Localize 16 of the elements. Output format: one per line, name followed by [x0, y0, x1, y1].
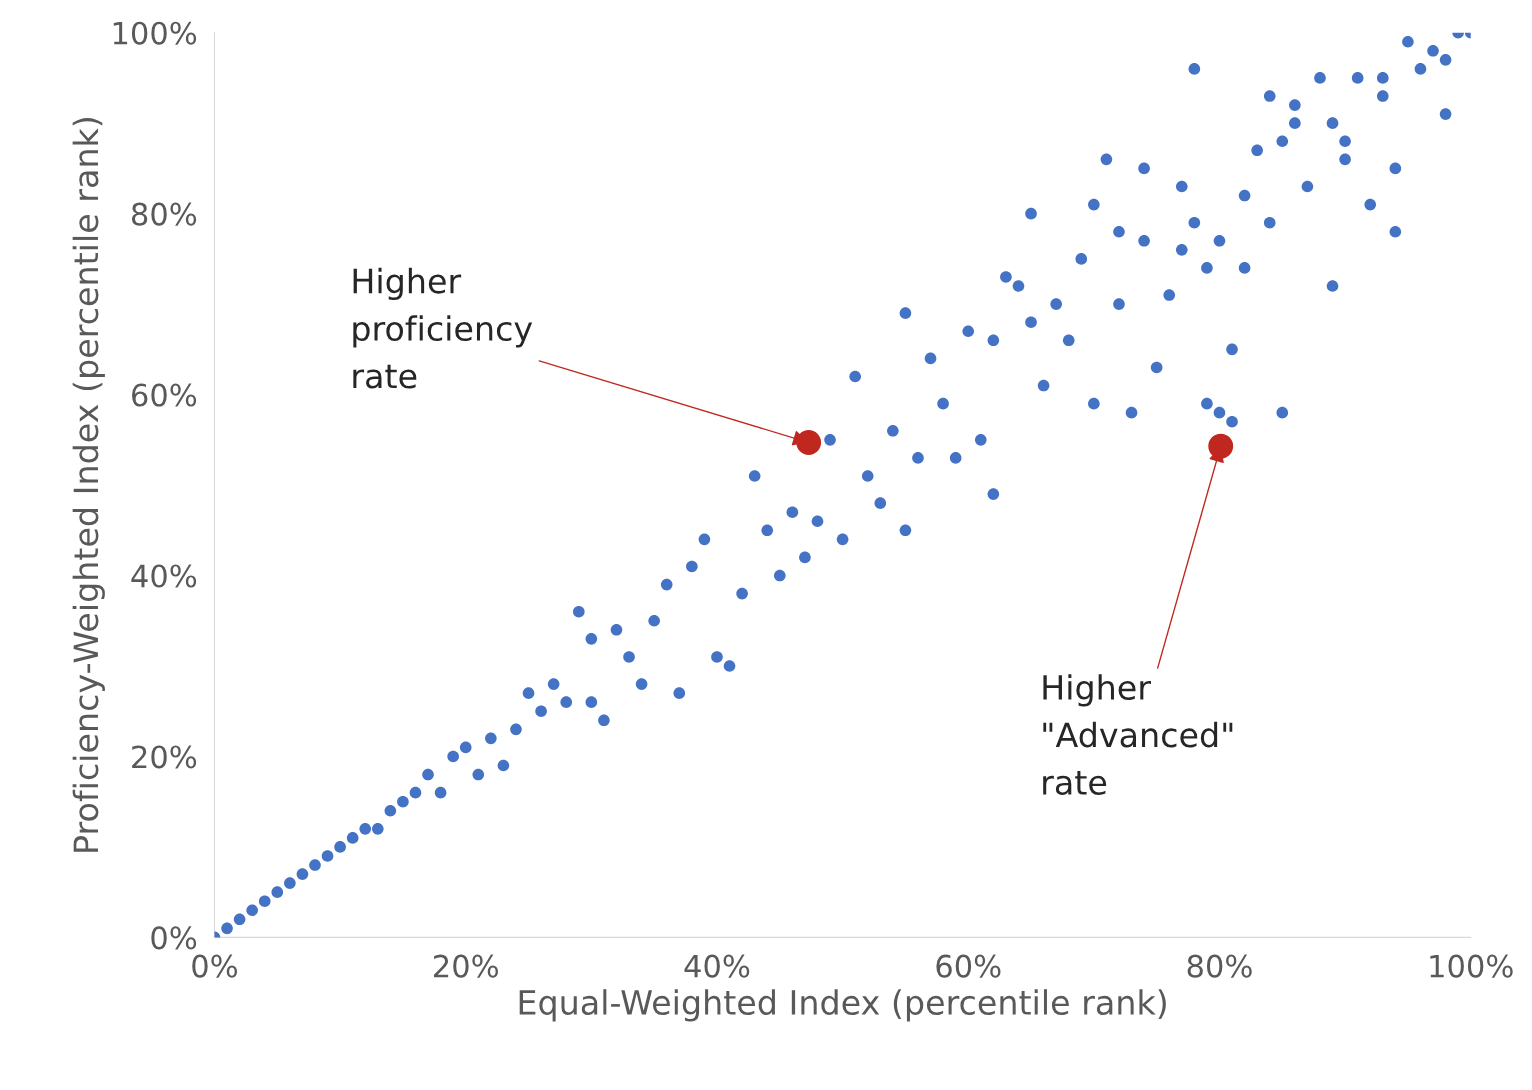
y-tick-label: 0% [151, 926, 197, 950]
annotation: Higher proficiency rate [353, 267, 533, 389]
x-tick-label: 60% [936, 954, 1001, 978]
y-tick-label: 80% [131, 202, 197, 226]
y-tick-label: 60% [132, 383, 197, 407]
y-tick-label: 40% [131, 564, 197, 588]
y-axis-title: Proficiency-Weighted Index (percentile rank) [72, 118, 105, 852]
y-tick-label: 100% [113, 21, 197, 45]
annotation: Higher "Advanced" rate [1043, 674, 1233, 795]
x-axis-title: Equal-Weighted Index (percentile rank) [519, 989, 1166, 1022]
x-tick-label: 0% [192, 954, 238, 978]
x-tick-label: 40% [684, 954, 750, 978]
x-tick-label: 20% [434, 954, 498, 978]
y-tick-label: 20% [132, 745, 197, 769]
x-tick-label: 100% [1430, 954, 1513, 978]
x-tick-label: 80% [1187, 954, 1252, 978]
